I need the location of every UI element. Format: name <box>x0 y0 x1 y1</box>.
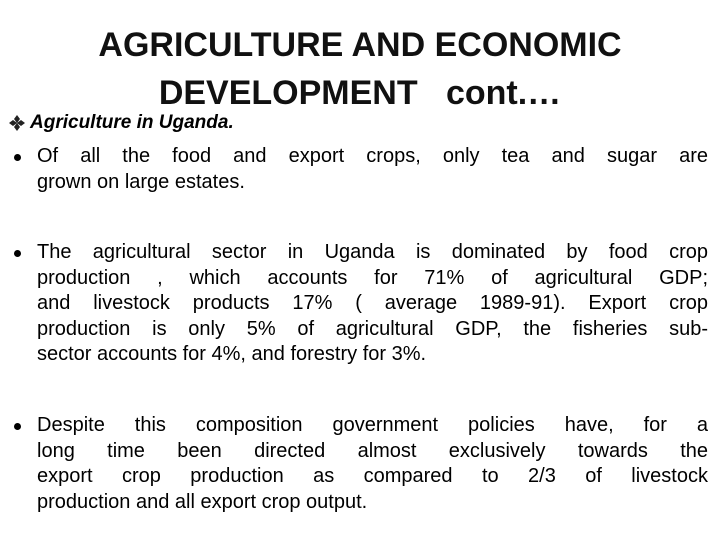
diamond-bullet <box>9 115 25 131</box>
bullet-dot <box>14 154 21 161</box>
text-line: sector accounts for 4%, and forestry for… <box>37 343 427 365</box>
text-line: export crop production as compared to 2/… <box>37 465 708 487</box>
text-line: production and all export crop output. <box>37 490 368 513</box>
title-line: DEVELOPMENT cont.… <box>158 74 562 112</box>
bullet-dot <box>14 250 21 257</box>
text-line: grown on large estates. <box>37 170 245 193</box>
text-line: The agricultural sector in Uganda is dom… <box>37 241 708 263</box>
text-line: Despite this composition government poli… <box>37 414 708 436</box>
bullet-paragraph: Of all the food and export crops, only t… <box>37 144 708 195</box>
text-line: Of all the food and export crops, only t… <box>37 145 708 167</box>
text-line: long time been directed almost exclusive… <box>37 439 708 462</box>
text-line: production is only 5% of agricultural GD… <box>37 317 708 340</box>
bullet-dot <box>14 423 21 430</box>
title-line: AGRICULTURE AND ECONOMIC <box>98 26 622 64</box>
subheading: Agriculture in Uganda. <box>30 112 234 133</box>
text-line: production , which accounts for 71% of a… <box>37 266 708 289</box>
bullet-paragraph: The agricultural sector in Uganda is dom… <box>37 240 708 368</box>
bullet-paragraph: Despite this composition government poli… <box>37 413 708 515</box>
text-line: and livestock products 17% ( average 198… <box>37 292 708 314</box>
